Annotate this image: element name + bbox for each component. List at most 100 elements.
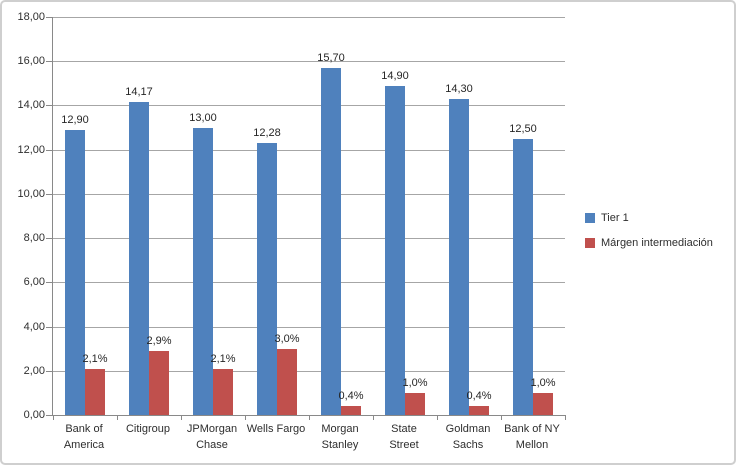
gridline xyxy=(53,238,565,240)
gridline xyxy=(53,326,565,328)
bar-tier-1 xyxy=(65,129,85,415)
gridline xyxy=(53,17,565,18)
bar-tier-1 xyxy=(129,101,149,415)
plot-area: 12,90 14,17 13,00 12,28 15,70 14,90 14,30 12,50… xyxy=(46,17,566,420)
gridline xyxy=(53,105,565,107)
x-axis-tick xyxy=(181,415,182,420)
category-label: State Street xyxy=(364,421,444,453)
y-axis-tick xyxy=(46,282,53,284)
y-axis-tick xyxy=(46,61,53,63)
category-label-line: Sachs xyxy=(452,439,484,451)
x-axis-tick xyxy=(309,415,310,420)
data-label: 14,30 xyxy=(445,82,473,95)
gridline xyxy=(53,149,565,151)
x-axis-tick xyxy=(53,415,54,420)
bar-m-rgen-intermediaci-n xyxy=(277,348,297,415)
y-axis-tick-label: 16,00 xyxy=(17,55,45,68)
data-label: 0,4% xyxy=(338,390,364,403)
data-label: 15,70 xyxy=(317,51,345,64)
bar-tier-1 xyxy=(449,98,469,415)
y-axis-tick xyxy=(46,105,53,107)
gridline xyxy=(53,193,565,195)
bar-m-rgen-intermediaci-n xyxy=(469,406,489,415)
legend-label: Márgen intermediación xyxy=(601,237,713,249)
y-axis-tick-label: 10,00 xyxy=(17,187,45,200)
bar-tier-1 xyxy=(193,127,213,415)
x-axis-tick xyxy=(373,415,374,420)
category-label-line: America xyxy=(63,439,105,451)
bar-m-rgen-intermediaci-n xyxy=(405,392,425,415)
data-label: 12,50 xyxy=(509,122,537,135)
y-axis-tick-label: 0,00 xyxy=(23,409,45,421)
x-axis-tick xyxy=(565,415,566,420)
y-axis-tick-label: 4,00 xyxy=(23,320,45,333)
y-axis-tick xyxy=(46,326,53,328)
x-axis-tick xyxy=(437,415,438,420)
legend-label: Tier 1 xyxy=(601,212,629,224)
gridline xyxy=(53,282,565,284)
bar-m-rgen-intermediaci-n xyxy=(85,368,105,415)
x-axis-tick xyxy=(117,415,118,420)
category-label-line: Wells Fargo xyxy=(246,423,306,435)
data-label: 12,28 xyxy=(253,127,281,140)
data-label: 14,90 xyxy=(381,69,409,82)
category-label: Goldman Sachs xyxy=(428,421,508,453)
category-label-line: Bank of NY xyxy=(504,423,560,435)
y-axis-tick-label: 18,00 xyxy=(17,11,45,23)
category-label-line: Citigroup xyxy=(125,423,171,435)
legend: Tier 1 Márgen intermediación xyxy=(585,212,713,262)
bar-tier-1 xyxy=(321,67,341,415)
category-label-line: Goldman xyxy=(445,423,491,435)
y-axis-tick-label: 8,00 xyxy=(23,232,45,245)
data-label: 2,1% xyxy=(210,352,236,365)
bar-m-rgen-intermediaci-n xyxy=(213,368,233,415)
bar-tier-1 xyxy=(513,138,533,415)
category-label: JPMorgan Chase xyxy=(172,421,252,453)
y-axis-tick-label: 6,00 xyxy=(23,276,45,289)
data-label: 0,4% xyxy=(466,390,492,403)
y-axis-tick xyxy=(46,415,53,416)
y-axis-tick xyxy=(46,149,53,151)
data-label: 2,1% xyxy=(82,352,108,365)
y-axis-tick-label: 14,00 xyxy=(17,99,45,112)
bar-m-rgen-intermediaci-n xyxy=(533,392,553,415)
data-label: 3,0% xyxy=(274,332,300,345)
category-label-line: Bank of xyxy=(65,423,103,435)
bar-tier-1 xyxy=(385,85,405,415)
category-label: Wells Fargo xyxy=(236,421,316,437)
category-label-line: Mellon xyxy=(515,439,549,451)
bar-m-rgen-intermediaci-n xyxy=(149,350,169,415)
bar-m-rgen-intermediaci-n xyxy=(341,406,361,415)
x-axis-tick xyxy=(501,415,502,420)
y-axis-tick xyxy=(46,193,53,195)
legend-entry: Tier 1 xyxy=(585,212,713,224)
data-label: 13,00 xyxy=(189,111,217,124)
category-label: Citigroup xyxy=(108,421,188,437)
y-axis-tick-label: 12,00 xyxy=(17,143,45,156)
gridline xyxy=(53,370,565,372)
legend-entry: Márgen intermediación xyxy=(585,237,713,249)
data-label: 1,0% xyxy=(530,376,556,389)
category-label-line: Street xyxy=(389,439,419,451)
category-label: Bank of NY Mellon xyxy=(492,421,572,453)
y-axis-tick xyxy=(46,370,53,372)
category-label: Bank of America xyxy=(44,421,124,453)
data-label: 2,9% xyxy=(146,334,172,347)
y-axis-tick-label: 2,00 xyxy=(23,364,45,377)
x-axis-tick xyxy=(245,415,246,420)
category-label-line: Morgan xyxy=(321,423,359,435)
y-axis-tick xyxy=(46,238,53,240)
data-label: 1,0% xyxy=(402,376,428,389)
category-label-line: Stanley xyxy=(321,439,359,451)
category-label-line: Chase xyxy=(196,439,228,451)
y-axis-tick xyxy=(46,17,53,18)
bar-tier-1 xyxy=(257,143,277,415)
data-label: 14,17 xyxy=(125,85,153,98)
category-label: Morgan Stanley xyxy=(300,421,380,453)
category-label-line: State xyxy=(391,423,417,435)
legend-swatch-icon xyxy=(585,238,595,248)
category-label-line: JPMorgan xyxy=(186,423,238,435)
legend-swatch-icon xyxy=(585,213,595,223)
data-label: 12,90 xyxy=(61,113,89,126)
